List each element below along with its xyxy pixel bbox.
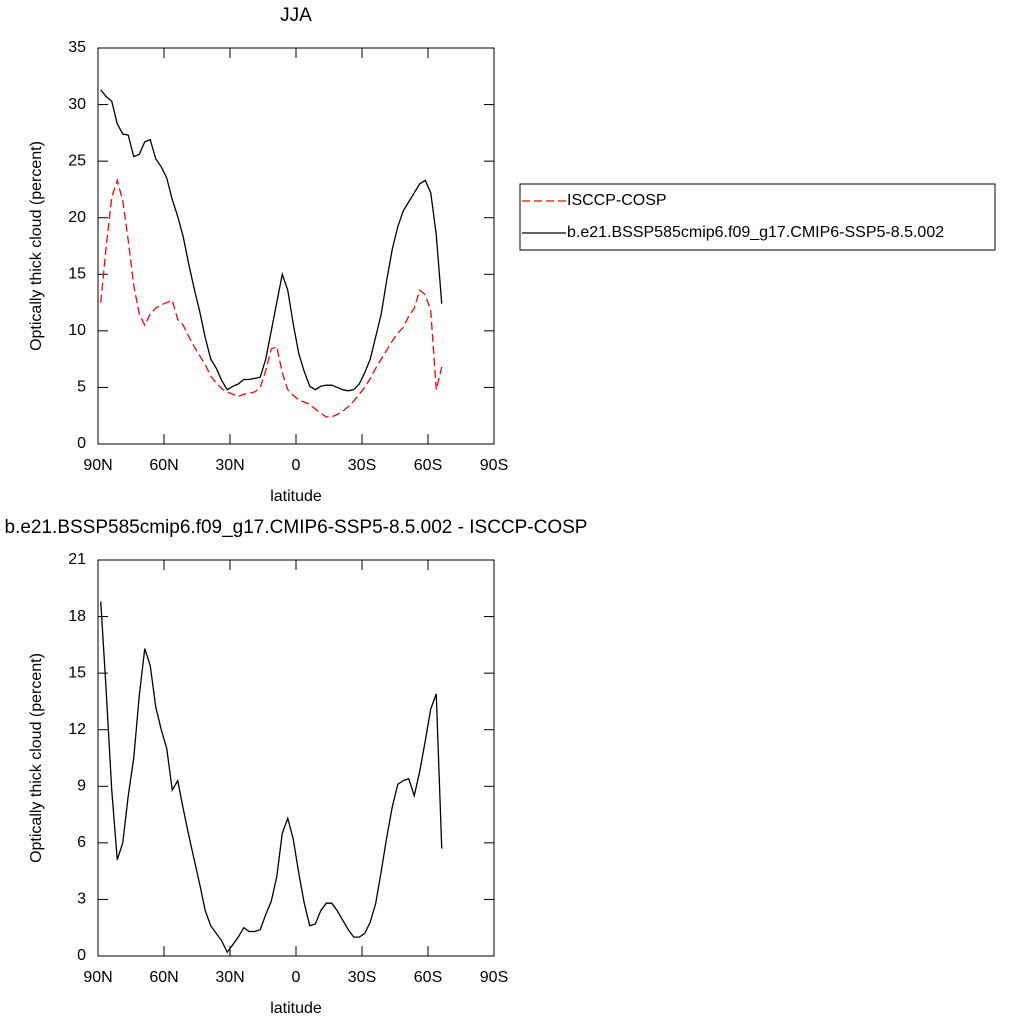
y-tick-label: 35 xyxy=(68,39,86,56)
x-tick-label: 60N xyxy=(149,457,178,474)
y-axis-label: Optically thick cloud (percent) xyxy=(28,141,45,351)
y-tick-label: 18 xyxy=(68,608,86,625)
plot-frame xyxy=(97,47,495,445)
y-tick-label: 20 xyxy=(68,209,86,226)
x-axis-label: latitude xyxy=(270,1000,322,1017)
chart-title: b.e21.BSSP585cmip6.f09_g17.CMIP6-SSP5-8.… xyxy=(5,517,588,538)
y-tick-label: 6 xyxy=(77,834,86,851)
x-axis-label: latitude xyxy=(270,488,322,505)
x-tick-label: 60N xyxy=(149,969,178,986)
y-tick-label: 30 xyxy=(68,96,86,113)
y-tick-label: 15 xyxy=(68,664,86,681)
x-tick-label: 0 xyxy=(292,969,301,986)
x-tick-label: 90S xyxy=(480,457,508,474)
x-tick-label: 30N xyxy=(215,969,244,986)
y-tick-label: 12 xyxy=(68,721,86,738)
x-tick-label: 90S xyxy=(480,969,508,986)
x-tick-label: 30N xyxy=(215,457,244,474)
x-tick-label: 0 xyxy=(292,457,301,474)
legend-label: b.e21.BSSP585cmip6.f09_g17.CMIP6-SSP5-8.… xyxy=(567,224,944,241)
y-tick-label: 3 xyxy=(77,891,86,908)
y-tick-label: 25 xyxy=(68,152,86,169)
x-tick-label: 90N xyxy=(83,457,112,474)
x-tick-label: 60S xyxy=(414,969,442,986)
x-tick-label: 60S xyxy=(414,457,442,474)
y-tick-label: 9 xyxy=(77,778,86,795)
y-tick-label: 0 xyxy=(77,435,86,452)
legend-box xyxy=(519,183,996,251)
y-tick-label: 5 xyxy=(77,379,86,396)
y-tick-label: 0 xyxy=(77,947,86,964)
y-tick-label: 21 xyxy=(68,551,86,568)
x-tick-label: 90N xyxy=(83,969,112,986)
y-tick-label: 15 xyxy=(68,266,86,283)
y-axis-label: Optically thick cloud (percent) xyxy=(28,653,45,863)
data-line xyxy=(100,178,443,418)
plot-frame xyxy=(97,559,495,957)
data-line xyxy=(100,601,443,954)
y-tick-label: 10 xyxy=(68,322,86,339)
legend-label: ISCCP-COSP xyxy=(567,192,667,209)
x-tick-label: 30S xyxy=(348,969,376,986)
data-line xyxy=(100,89,443,392)
x-tick-label: 30S xyxy=(348,457,376,474)
chart-title: JJA xyxy=(280,5,312,26)
